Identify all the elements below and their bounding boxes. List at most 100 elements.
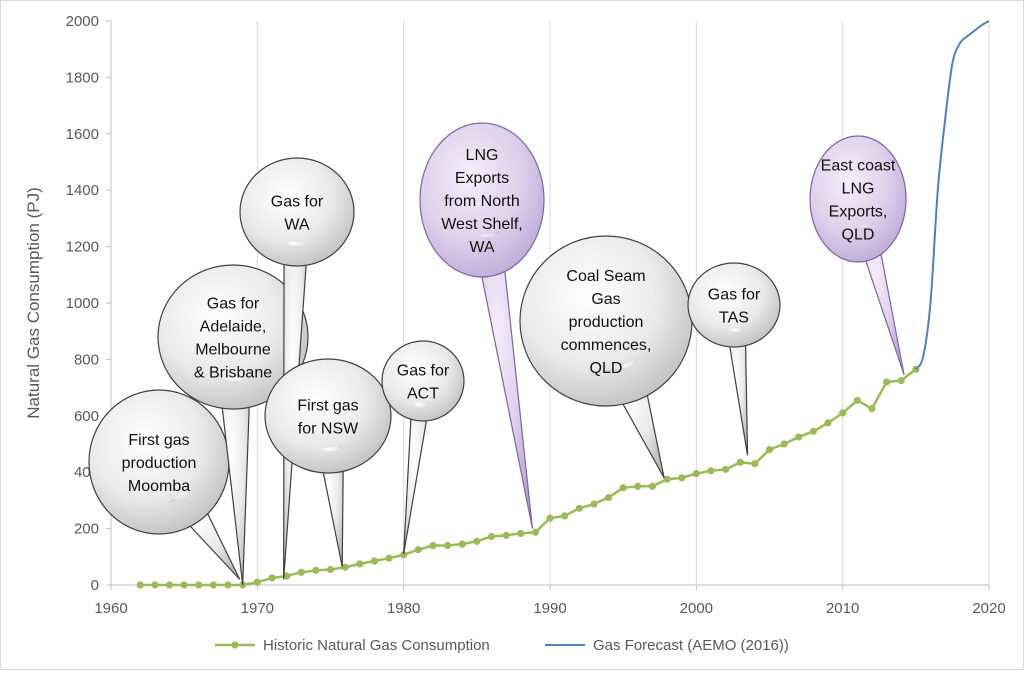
- data-point: [180, 581, 188, 589]
- callout-text-line: Gas for: [397, 363, 450, 380]
- data-point: [561, 512, 569, 520]
- callout-tail-join: [604, 358, 640, 372]
- callout-bubble: [687, 262, 781, 348]
- data-point: [722, 465, 730, 473]
- y-axis-title: Natural Gas Consumption (PJ): [24, 187, 43, 418]
- data-point: [692, 470, 700, 478]
- callout-text-line: Moomba: [128, 478, 190, 495]
- data-point: [414, 546, 422, 554]
- callout-text-line: LNG: [466, 147, 499, 164]
- data-point: [736, 458, 744, 466]
- callout-6: LNG Exports from North West Shelf, WA: [419, 122, 545, 529]
- data-point: [780, 440, 788, 448]
- legend-entry-forecast: Gas Forecast (AEMO (2016)): [545, 637, 789, 654]
- callout-bubble: [239, 157, 355, 267]
- data-point: [341, 563, 349, 571]
- callout-text-line: from North: [444, 193, 520, 210]
- data-point: [868, 405, 876, 413]
- callout-text-line: commences,: [561, 337, 652, 354]
- y-tick-label: 600: [74, 408, 99, 425]
- data-point: [575, 504, 583, 512]
- x-tick-label: 1990: [533, 600, 566, 617]
- callout-tail-join: [318, 446, 344, 454]
- callout-text-line: QLD: [842, 227, 875, 244]
- callout-1: First gas production Moomba: [88, 389, 241, 580]
- callout-bubble: [157, 264, 309, 410]
- data-point: [297, 568, 305, 576]
- callout-5: Gas for ACT: [381, 340, 465, 555]
- data-point: [165, 581, 174, 589]
- callout-text-line: ACT: [407, 386, 439, 403]
- y-tick-label: 2000: [66, 13, 99, 30]
- y-tick-label: 800: [74, 351, 99, 368]
- callout-text-line: West Shelf,: [441, 216, 523, 233]
- data-point: [312, 566, 320, 574]
- callout-text-line: QLD: [590, 360, 623, 377]
- data-point: [136, 581, 144, 589]
- data-point: [648, 482, 657, 490]
- legend-entry-historic: Historic Natural Gas Consumption: [215, 637, 490, 654]
- callout-text-line: WA: [284, 217, 310, 234]
- data-point: [326, 565, 335, 574]
- data-point: [473, 537, 481, 545]
- x-tick-label: 1980: [387, 600, 420, 617]
- x-tick-label: 1960: [94, 600, 127, 617]
- data-point: [429, 541, 437, 550]
- x-tick-label: 2000: [680, 600, 713, 617]
- data-point: [151, 581, 159, 589]
- callout-text-line: production: [122, 455, 197, 472]
- callout-text-line: East coast: [821, 158, 896, 175]
- data-point: [370, 557, 378, 565]
- data-point: [853, 396, 861, 404]
- callout-text-line: Exports,: [829, 204, 888, 221]
- data-point: [209, 581, 218, 589]
- callout-text-line: Adelaide,: [200, 319, 267, 336]
- callout-bubble: [264, 358, 392, 474]
- callout-tail-join: [726, 327, 746, 334]
- callout-text-line: Gas for: [207, 296, 260, 313]
- y-tick-label: 1400: [66, 182, 99, 199]
- y-tick-label: 0: [91, 577, 99, 594]
- data-point: [663, 475, 671, 483]
- data-point: [443, 541, 452, 550]
- data-point: [224, 581, 232, 589]
- callout-bubble: [381, 340, 465, 422]
- callout-text-line: LNG: [842, 181, 875, 198]
- callout-text-line: Gas for: [708, 287, 761, 304]
- callout-tail-join: [854, 221, 875, 231]
- data-point: [356, 560, 364, 568]
- data-point: [502, 531, 510, 539]
- callout-text-line: & Brisbane: [194, 365, 272, 382]
- y-tick-label: 1600: [66, 126, 99, 143]
- data-point: [839, 409, 847, 417]
- axes: 1960 1970 1980 1990 2000 2010 2020020040060080…: [24, 13, 1006, 617]
- data-point: [531, 528, 539, 536]
- data-point: [634, 482, 642, 490]
- legend: Historic Natural Gas Consumption Gas Fore…: [215, 637, 789, 654]
- y-tick-label: 1200: [66, 239, 99, 256]
- y-tick-label: 1800: [66, 69, 99, 86]
- data-point: [268, 574, 276, 582]
- x-tick-label: 1970: [241, 600, 274, 617]
- legend-marker-historic: [231, 641, 239, 649]
- y-tick-label: 200: [74, 521, 99, 538]
- series-line-forecast: [914, 20, 990, 370]
- data-point: [195, 581, 203, 589]
- legend-label-historic: Historic Natural Gas Consumption: [263, 637, 490, 654]
- legend-label-forecast: Gas Forecast (AEMO (2016)): [593, 637, 789, 654]
- data-point: [546, 514, 554, 522]
- data-point: [809, 427, 818, 435]
- data-point: [604, 493, 613, 502]
- callout-text-line: First gas: [297, 398, 358, 415]
- data-point: [400, 551, 408, 559]
- callout-2: Gas for Adelaide, Melbourne & Brisbane: [157, 264, 309, 586]
- callout-text-line: Gas: [591, 291, 620, 308]
- callout-8: Gas for TAS: [687, 262, 781, 456]
- callout-text-line: Melbourne: [195, 342, 271, 359]
- callout-bubble: [809, 135, 907, 263]
- callout-tail-join: [218, 375, 251, 383]
- callout-tail-join: [473, 231, 501, 240]
- annotations: First gas production Moomba Gas for Adelaide…: [88, 122, 907, 586]
- data-point: [678, 474, 686, 482]
